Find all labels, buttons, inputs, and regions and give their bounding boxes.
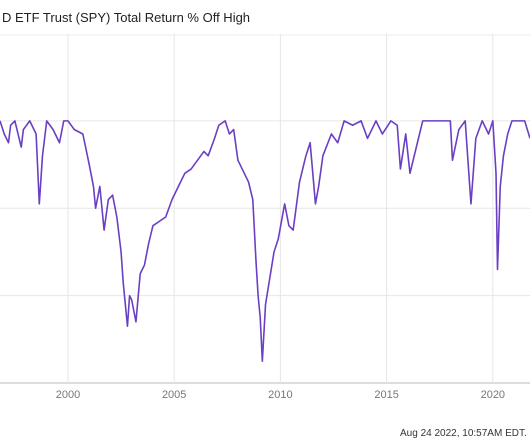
- x-tick-label: 2010: [268, 389, 292, 401]
- footer: Aug 24 2022, 10:57AM EDT. Powere: [400, 428, 530, 439]
- x-tick-label: 2005: [162, 389, 186, 401]
- chart-title: D ETF Trust (SPY) Total Return % Off Hig…: [2, 10, 250, 25]
- x-tick-label: 2020: [481, 389, 505, 401]
- x-tick-label: 2015: [374, 389, 398, 401]
- x-tick-label: 2000: [56, 389, 80, 401]
- plot-area: 2000 2005 2010 2015 2020: [0, 33, 530, 401]
- data-line: [0, 120, 530, 362]
